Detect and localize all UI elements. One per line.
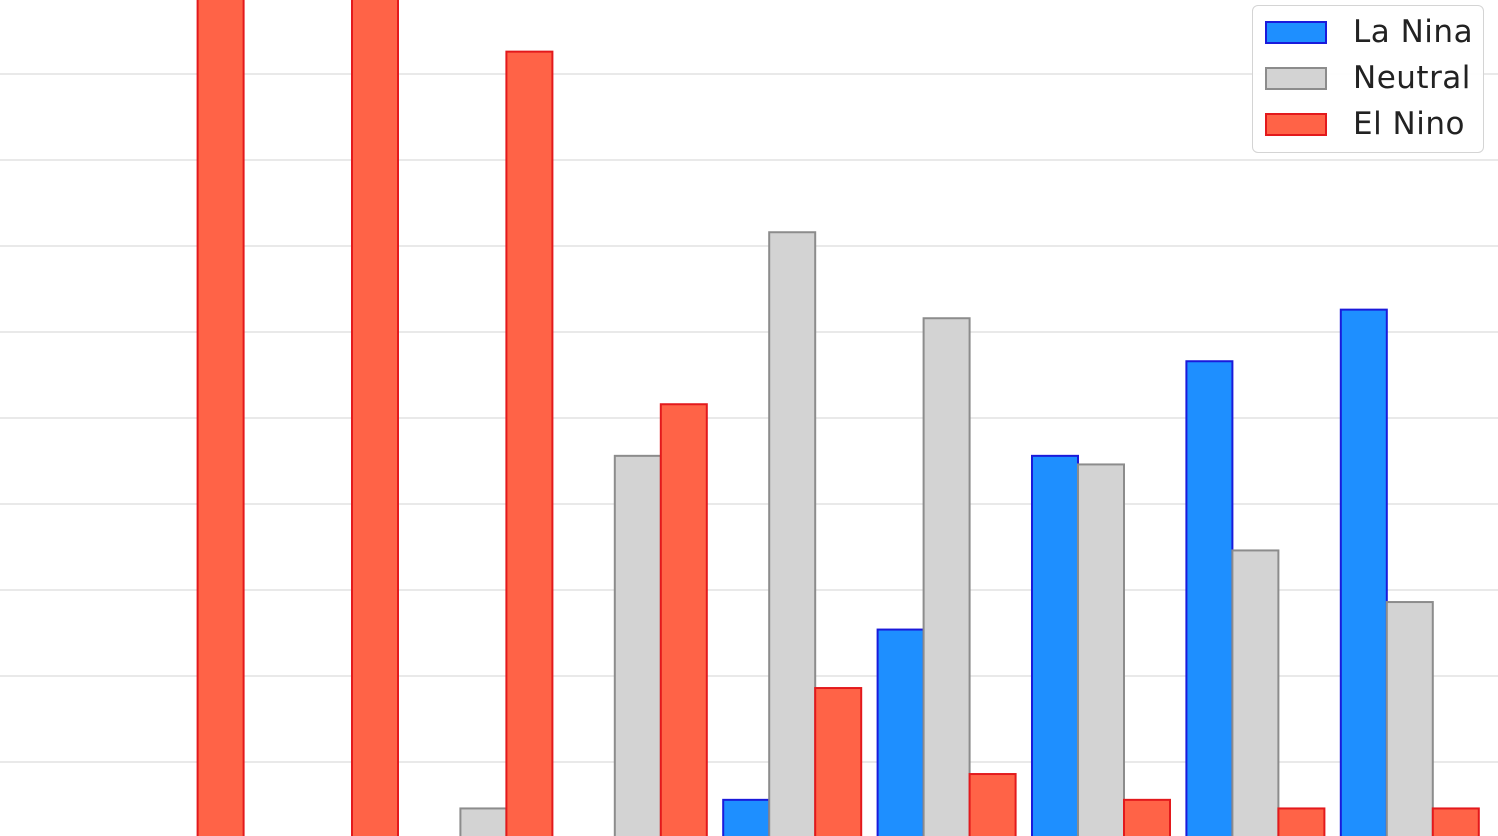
bar-el-nino-5 <box>814 687 863 836</box>
bar-neutral-4 <box>613 454 662 836</box>
y-gridlines <box>0 73 1498 763</box>
legend: La Nina Neutral El Nino <box>1252 5 1484 153</box>
legend-swatch-el-nino <box>1265 112 1327 136</box>
bar-el-nino-2 <box>351 0 399 836</box>
bar-la-nina-6 <box>876 628 925 836</box>
bar-la-nina-7 <box>1031 454 1079 836</box>
legend-entry-el-nino: El Nino <box>1265 104 1465 144</box>
legend-entry-la-nina: La Nina <box>1265 12 1473 52</box>
bar-series <box>196 0 1480 836</box>
bar-neutral-8 <box>1231 549 1280 836</box>
bar-el-nino-8 <box>1277 807 1326 836</box>
legend-label-el-nino: El Nino <box>1353 106 1465 142</box>
bar-neutral-3 <box>459 807 508 836</box>
bar-neutral-7 <box>1077 463 1125 836</box>
bar-neutral-6 <box>922 317 971 836</box>
legend-label-la-nina: La Nina <box>1353 14 1474 50</box>
bar-la-nina-5 <box>722 798 771 836</box>
bar-el-nino-1 <box>196 0 245 836</box>
legend-label-neutral: Neutral <box>1353 60 1471 96</box>
bar-el-nino-6 <box>968 773 1017 836</box>
bar-la-nina-8 <box>1185 360 1234 836</box>
bar-el-nino-9 <box>1431 807 1480 836</box>
bar-neutral-9 <box>1385 601 1434 836</box>
bar-neutral-5 <box>768 231 817 836</box>
bar-el-nino-7 <box>1123 798 1171 836</box>
bar-el-nino-3 <box>505 50 554 836</box>
legend-swatch-la-nina <box>1265 20 1327 44</box>
bar-el-nino-4 <box>659 403 708 836</box>
bar-la-nina-9 <box>1339 308 1388 836</box>
legend-swatch-neutral <box>1265 66 1327 90</box>
legend-entry-neutral: Neutral <box>1265 58 1471 98</box>
